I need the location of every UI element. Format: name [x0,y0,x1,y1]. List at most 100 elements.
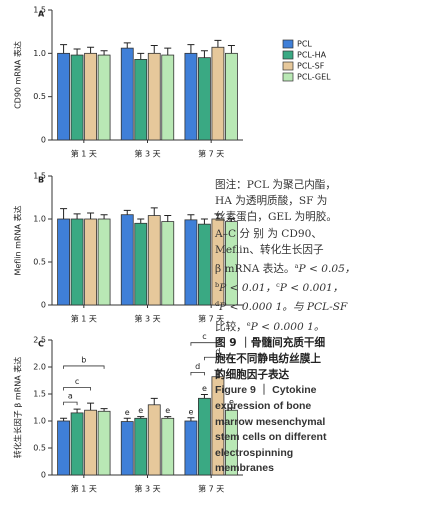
error-bar [200,218,208,225]
y-tick-label: 1.5 [33,172,46,181]
text: 图注：PCL 为聚己内酯， [215,179,336,191]
error-bar [87,402,95,411]
text: 丝素蛋白，GEL 为明胶。 [215,211,337,224]
bar [57,52,70,141]
y-tick-label: 2.0 [33,363,46,372]
bar [198,397,211,476]
bar [84,409,97,476]
y-tick-label: 0.5 [33,258,46,267]
legend-swatch [282,50,294,60]
error-bar [137,218,145,224]
title-en: membranes [215,462,274,475]
error-bar [60,208,68,219]
caption-line: dP < 0.000 1。与 PCL-SF [215,296,420,315]
y-axis-label: CD90 mRNA 表达 [13,41,23,109]
legend-swatch [282,39,294,49]
error-bar [214,39,222,48]
error-bar [123,42,131,49]
error-bar [123,209,131,215]
error-bar [164,416,172,419]
x-tick-label: 第 1 天 [71,149,97,159]
panel-label: B [38,176,44,185]
bar [84,218,97,306]
error-bar [100,408,108,412]
error-bar [214,369,222,377]
y-axis-label: 转化生长因子 β mRNA 表达 [13,357,23,459]
x-tick-label: 第 7 天 [198,314,224,324]
annotation: e [165,406,170,415]
bar [57,218,70,306]
error-bar [73,408,81,413]
legend-swatch [282,61,294,71]
title-en: marrow mesenchymal [215,415,326,428]
y-tick-label: 2.5 [33,336,46,345]
sup: a [294,262,299,271]
error-bar [227,218,235,222]
bar [120,421,134,476]
y-tick-label: 1.5 [33,390,46,399]
text: A–C 分 别 为 CD90、 [215,227,322,240]
text: HA 为透明质酸，SF 为 [215,195,328,208]
bar [57,420,70,476]
bracket [204,356,232,361]
text: P < 0.000 1。 [250,320,325,333]
caption-line: 比较，eP < 0.000 1。 [215,316,420,335]
annotation: e [188,407,193,416]
legend-label: PCL [297,40,312,49]
y-tick-label: 0 [41,136,46,145]
x-tick-label: 第 1 天 [71,484,97,494]
bracket [63,401,78,406]
annotation: d [195,362,200,371]
bracket [190,372,205,376]
bar [147,52,161,141]
y-tick-label: 1.5 [33,6,46,15]
text: β mRNA 表达。 [215,263,295,276]
bar [147,215,161,306]
bar [225,52,238,141]
bar [134,222,148,306]
text: Meflin、转化生长因子 [215,243,324,256]
error-bar [87,46,95,54]
title-en: electrospinning [215,446,294,459]
annotation: e [125,408,130,417]
caption-line: β mRNA 表达。aP < 0.05， [215,258,420,277]
legend-label: PCL-HA [297,51,327,60]
error-bar [100,214,108,219]
caption-line: 丝素蛋白，GEL 为明胶。 [215,209,420,225]
caption: 图注：PCL 为聚己内酯， HA 为透明质酸，SF 为 丝素蛋白，GEL 为明胶… [215,177,420,477]
annotation: d [215,347,220,356]
error-bar [150,207,158,216]
bar [97,218,111,306]
title-zh: 图 9 ｜骨髓间充质干细 [215,336,326,349]
bar [161,54,175,141]
error-bar [73,48,81,56]
y-tick-label: 0 [41,301,46,310]
x-tick-label: 第 3 天 [134,149,160,159]
bar [134,417,148,476]
panel-label: A [38,10,45,19]
bar [70,412,84,476]
title-en: Figure 9 ｜ Cytokine [215,384,317,397]
caption-line: Meflin、转化生长因子 [215,242,420,258]
bar [198,223,211,306]
error-bar [200,50,208,58]
error-bar [73,213,81,219]
bracket [63,387,91,391]
title-en: expression of bone [215,400,312,413]
error-bar [137,416,145,419]
error-bar [187,44,195,54]
panel-label: C [38,340,44,349]
sup: b [215,281,220,290]
sup: e [246,319,251,328]
bar [70,54,84,141]
caption-line: 图注：PCL 为聚己内酯， [215,177,420,193]
legend-label: PCL-SF [297,62,325,71]
x-tick-label: 第 1 天 [71,314,97,324]
annotation: e [229,398,234,407]
error-bar [164,215,172,222]
text: 比较， [215,320,247,333]
error-bar [100,50,108,56]
y-tick-label: 1.0 [33,49,46,58]
y-tick-label: 0.5 [33,92,46,101]
